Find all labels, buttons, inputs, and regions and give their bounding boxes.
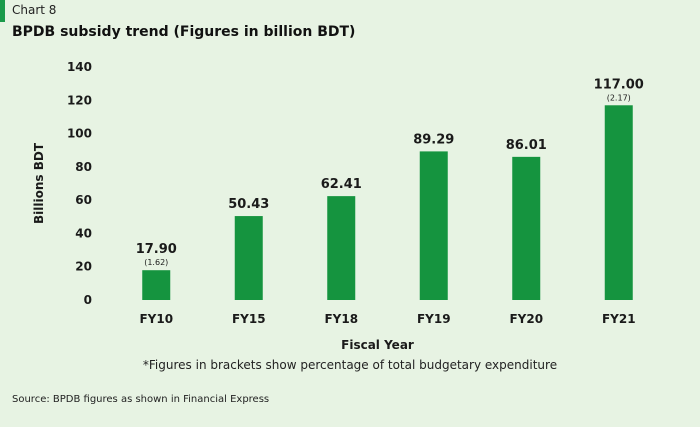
x-tick-label: FY15: [232, 312, 266, 326]
x-tick-label: FY18: [324, 312, 358, 326]
bar-value-label: 17.90: [136, 242, 177, 257]
bar-fy15: [234, 216, 263, 300]
bar-fy21: [604, 105, 633, 301]
y-tick-label: 140: [67, 60, 92, 74]
bar-fy20: [512, 156, 541, 300]
bar-fy18: [327, 196, 356, 300]
y-tick-label: 40: [75, 226, 92, 240]
x-tick-label: FY19: [417, 312, 451, 326]
bar-bracket-label: (1.62): [144, 258, 168, 267]
chart-accent-bar: [0, 0, 5, 22]
x-tick-label: FY21: [602, 312, 636, 326]
x-tick-label: FY20: [509, 312, 543, 326]
chart-title: BPDB subsidy trend (Figures in billion B…: [12, 24, 356, 40]
bar-bracket-label: (2.17): [607, 93, 631, 102]
bar-fy10: [142, 270, 171, 300]
chart-number: Chart 8: [12, 3, 57, 17]
bar-fy19: [419, 151, 448, 300]
source-note: Source: BPDB figures as shown in Financi…: [12, 394, 270, 405]
bar-value-label: 89.29: [413, 132, 454, 147]
y-tick-label: 80: [75, 160, 92, 174]
bar-value-label: 86.01: [506, 138, 547, 153]
y-axis-title: Billions BDT: [32, 142, 46, 224]
y-tick-label: 60: [75, 193, 92, 207]
y-tick-label: 20: [75, 260, 92, 274]
x-axis-title: Fiscal Year: [341, 338, 414, 352]
chart-footnote: *Figures in brackets show percentage of …: [142, 358, 558, 372]
bar-value-label: 62.41: [321, 177, 362, 192]
bar-value-label: 50.43: [228, 197, 269, 212]
bar-value-label: 117.00: [594, 77, 644, 92]
y-tick-label: 100: [67, 127, 92, 141]
y-tick-label: 120: [67, 93, 92, 107]
y-tick-label: 0: [84, 293, 92, 307]
x-tick-label: FY10: [139, 312, 173, 326]
